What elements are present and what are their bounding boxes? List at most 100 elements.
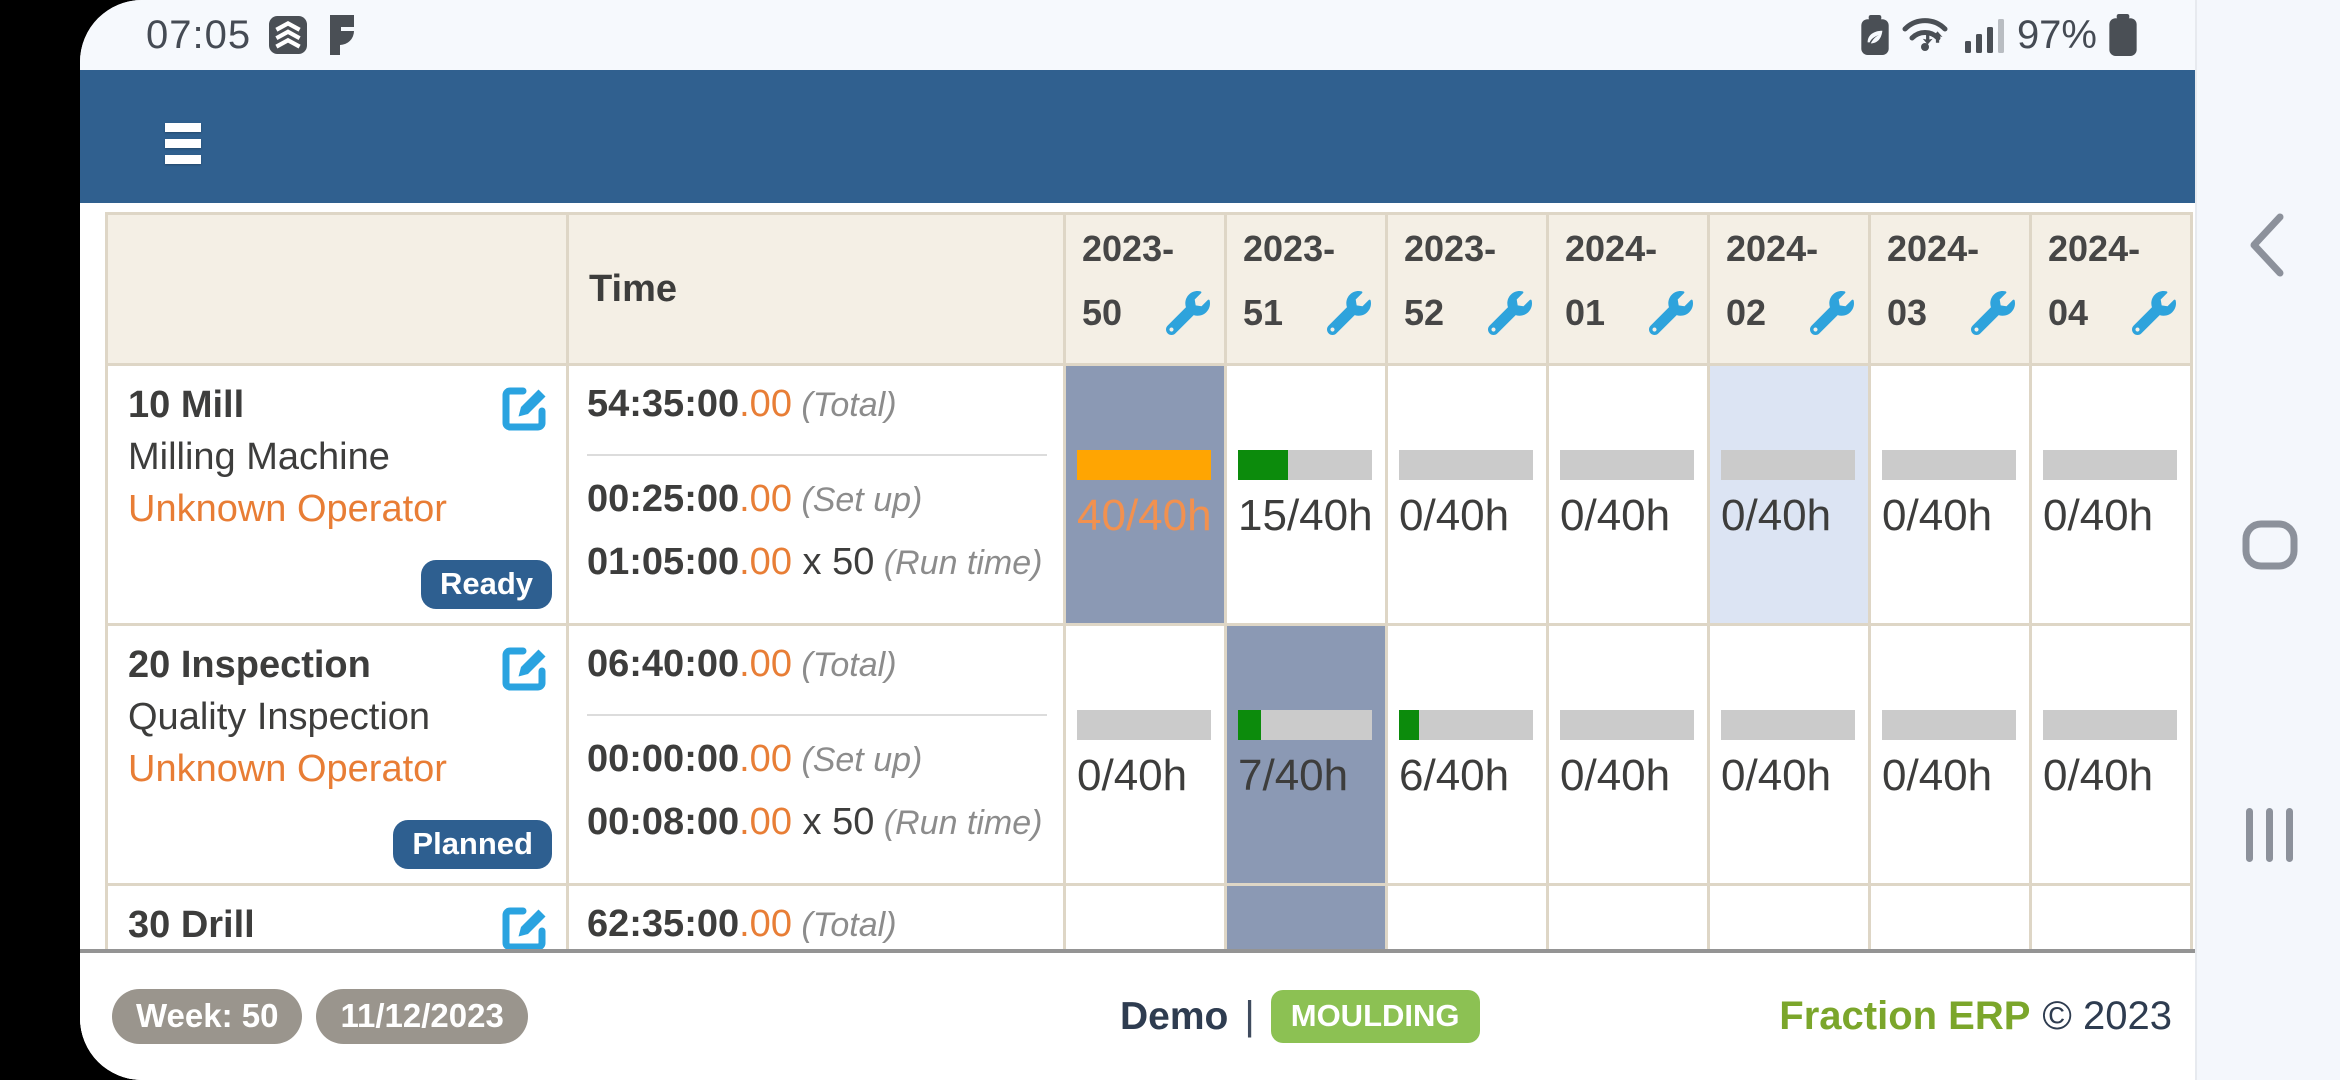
capacity-cell[interactable]: 0/40h: [1385, 363, 1546, 623]
time-line: 00:25:00.00 (Set up): [587, 477, 1063, 522]
week-year-label: 2023-: [1404, 228, 1497, 269]
app-header-bar: [80, 70, 2195, 203]
capacity-cell[interactable]: 40/40h: [1063, 363, 1224, 623]
time-value: 01:05:00: [587, 541, 740, 583]
time-label: (Run time): [874, 544, 1043, 582]
phone-screen: 07:05: [80, 0, 2340, 1080]
status-bar: 07:05: [80, 0, 2195, 70]
schedule-table: Time 2023- 50 2023- 51 2023- 52 2024- 01 2024- 02 2…: [105, 212, 2193, 953]
footer-bar: Week: 50 11/12/2023 Demo | MOULDING Frac…: [80, 949, 2195, 1080]
time-decimal: .00: [739, 738, 792, 780]
week-settings-button[interactable]: [1488, 291, 1532, 335]
time-multiplier: x 50: [791, 541, 875, 583]
wrench-icon: [1649, 291, 1693, 335]
week-column-header: 2023- 50: [1063, 215, 1224, 363]
capacity-bar: [1238, 709, 1372, 740]
week-settings-button[interactable]: [1327, 291, 1371, 335]
week-settings-button[interactable]: [1971, 291, 2015, 335]
nav-home-button[interactable]: [2197, 520, 2340, 570]
capacity-label: 0/40h: [2043, 490, 2154, 540]
capacity-bar: [1882, 709, 2016, 740]
week-settings-button[interactable]: [2132, 291, 2176, 335]
capacity-bar-fill: [1238, 709, 1262, 740]
nav-recents-button[interactable]: [2197, 806, 2340, 864]
capacity-bar-fill: [1399, 709, 1420, 740]
wifi-icon: [1902, 18, 1948, 51]
capacity-cell[interactable]: [1224, 883, 1385, 953]
capacity-cell[interactable]: 0/40h: [1707, 623, 1868, 883]
week-number-label: 01: [1565, 292, 1606, 333]
capacity-cell[interactable]: 0/40h: [1063, 623, 1224, 883]
status-badge: Ready: [420, 560, 552, 609]
capacity-bar-fill: [1077, 449, 1211, 480]
week-column-header: 2023- 51: [1224, 215, 1385, 363]
capacity-bar: [1560, 449, 1694, 480]
capacity-cell[interactable]: 15/40h: [1224, 363, 1385, 623]
status-badge: Planned: [393, 820, 552, 869]
week-number-label: 51: [1243, 292, 1284, 333]
wrench-icon: [1810, 291, 1854, 335]
capacity-cell[interactable]: [1707, 883, 1868, 953]
capacity-cell[interactable]: 0/40h: [2029, 363, 2190, 623]
capacity-cell[interactable]: 0/40h: [1546, 363, 1707, 623]
week-settings-button[interactable]: [1649, 291, 1693, 335]
department-badge: MOULDING: [1270, 990, 1480, 1043]
footer-center: Demo | MOULDING: [1120, 953, 1480, 1080]
time-decimal: .00: [739, 478, 792, 520]
week-year-label: 2024-: [1887, 228, 1980, 269]
nav-back-button[interactable]: [2197, 212, 2340, 278]
capacity-cell[interactable]: [1385, 883, 1546, 953]
time-decimal: .00: [739, 541, 792, 583]
capacity-cell[interactable]: [1063, 883, 1224, 953]
capacity-label: 0/40h: [1882, 490, 1993, 540]
capacity-cell[interactable]: 0/40h: [1868, 363, 2029, 623]
capacity-cell[interactable]: 0/40h: [1707, 363, 1868, 623]
wrench-icon: [1971, 291, 2015, 335]
edit-work-centre-button[interactable]: [502, 644, 550, 702]
time-value: 62:35:00: [587, 903, 740, 945]
time-value: 00:00:00: [587, 738, 740, 780]
capacity-cell[interactable]: [1868, 883, 2029, 953]
capacity-cell[interactable]: [1546, 883, 1707, 953]
clock: 07:05: [146, 12, 252, 57]
recents-icon: [2245, 808, 2293, 862]
time-value: 00:08:00: [587, 801, 740, 843]
wrench-icon: [1166, 291, 1210, 335]
time-divider: [587, 454, 1047, 456]
capacity-cell[interactable]: [2029, 883, 2190, 953]
capacity-label: 7/40h: [1238, 750, 1349, 800]
work-centre-name: 10 Mill: [128, 384, 245, 426]
capacity-cell[interactable]: 6/40h: [1385, 623, 1546, 883]
work-centre-cell: 30 Drill: [108, 883, 566, 953]
capacity-bar: [1882, 449, 2016, 480]
back-chevron-icon: [2250, 213, 2283, 277]
week-year-label: 2024-: [1726, 228, 1819, 269]
capacity-cell[interactable]: 7/40h: [1224, 623, 1385, 883]
capacity-cell[interactable]: 0/40h: [1868, 623, 2029, 883]
capacity-bar: [1560, 709, 1694, 740]
edit-work-centre-button[interactable]: [502, 904, 550, 953]
week-settings-button[interactable]: [1810, 291, 1854, 335]
time-cell: 62:35:00.00 (Total): [566, 883, 1063, 953]
week-number-label: 03: [1887, 292, 1928, 333]
week-settings-button[interactable]: [1166, 291, 1210, 335]
app-window: Time 2023- 50 2023- 51 2023- 52 2024- 01 2024- 02 2…: [80, 70, 2195, 1080]
week-number-label: 02: [1726, 292, 1767, 333]
capacity-cell[interactable]: 0/40h: [2029, 623, 2190, 883]
time-label: (Run time): [874, 804, 1043, 842]
edit-work-centre-button[interactable]: [502, 384, 550, 442]
capacity-bar: [1721, 709, 1855, 740]
work-centre-type: Quality Inspection: [128, 696, 431, 738]
capacity-bar: [1077, 449, 1211, 480]
menu-button[interactable]: [165, 123, 201, 171]
work-centre-cell: 10 Mill Milling Machine Unknown Operator Re…: [108, 363, 566, 623]
capacity-bar: [2043, 449, 2177, 480]
battery-percentage: 97%: [2016, 12, 2097, 57]
week-year-label: 2023-: [1082, 228, 1175, 269]
wrench-icon: [2132, 291, 2176, 335]
capacity-bar: [1077, 709, 1211, 740]
week-column-header: 2024- 02: [1707, 215, 1868, 363]
time-value: 06:40:00: [587, 643, 740, 685]
time-line: 54:35:00.00 (Total): [587, 382, 1063, 427]
capacity-cell[interactable]: 0/40h: [1546, 623, 1707, 883]
